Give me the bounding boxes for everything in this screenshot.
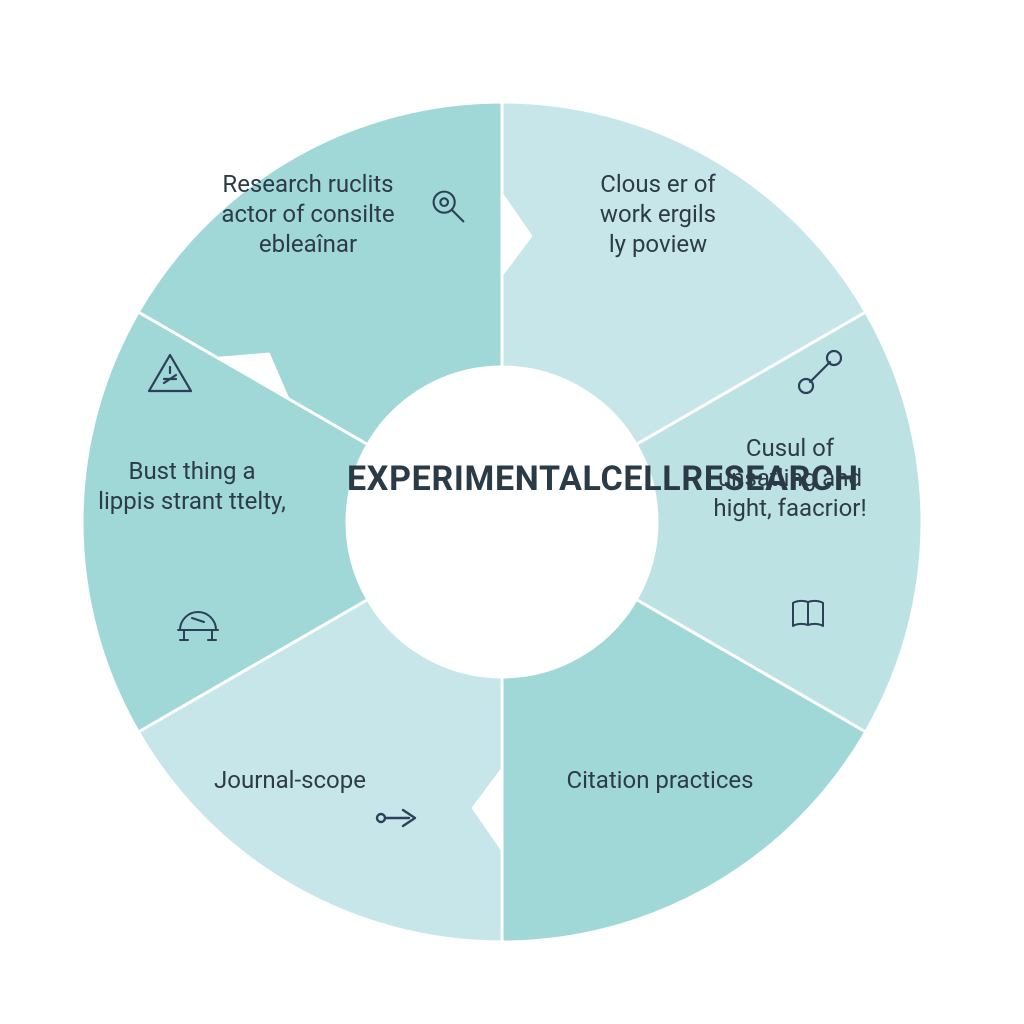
warning-triangle-icon [145,349,195,399]
segment-0-line-2: ly poview [558,229,758,259]
segment-3-line-0: Journal-scope [180,765,400,795]
circular-infographic: EXPERIMENTALCELLRESEARCH Clous er ofwork… [0,0,1024,1024]
segment-label-0: Clous er ofwork ergilsly poview [558,169,758,259]
dome-icon [172,598,224,650]
segment-2-line-0: Citation practices [540,765,780,795]
segment-5-line-0: Research ruclits [198,169,418,199]
segment-4-line-0: Bust thing a [72,456,312,486]
segment-1-line-2: hight, faacrior! [680,493,900,523]
magnifier-icon [425,183,471,229]
segment-label-1: Cusul ofunsatling andhight, faacrior! [680,433,900,523]
open-book-icon [788,594,828,634]
segment-label-4: Bust thing alippis strant ttelty, [72,456,312,516]
center-title-line-1: CELL [601,459,682,499]
segment-0-line-0: Clous er of [558,169,758,199]
center-disk [347,367,657,677]
segment-label-2: Citation practices [540,765,780,795]
segment-5-line-2: ebleaînar [198,229,418,259]
center-title: EXPERIMENTALCELLRESEARCH [347,459,657,500]
center-title-line-0: EXPERIMENTAL [347,459,601,499]
segment-4-line-1: lippis strant ttelty, [72,486,312,516]
segment-0-line-1: work ergils [558,199,758,229]
segment-label-3: Journal-scope [180,765,400,795]
segment-5-line-1: actor of consilte [198,199,418,229]
arrow-right-icon [371,791,425,845]
segment-1-line-1: unsatling and [680,463,900,493]
segment-1-line-0: Cusul of [680,433,900,463]
segment-label-5: Research ruclitsactor of consilteebleaîn… [198,169,418,259]
dumbbell-icon [794,346,846,398]
